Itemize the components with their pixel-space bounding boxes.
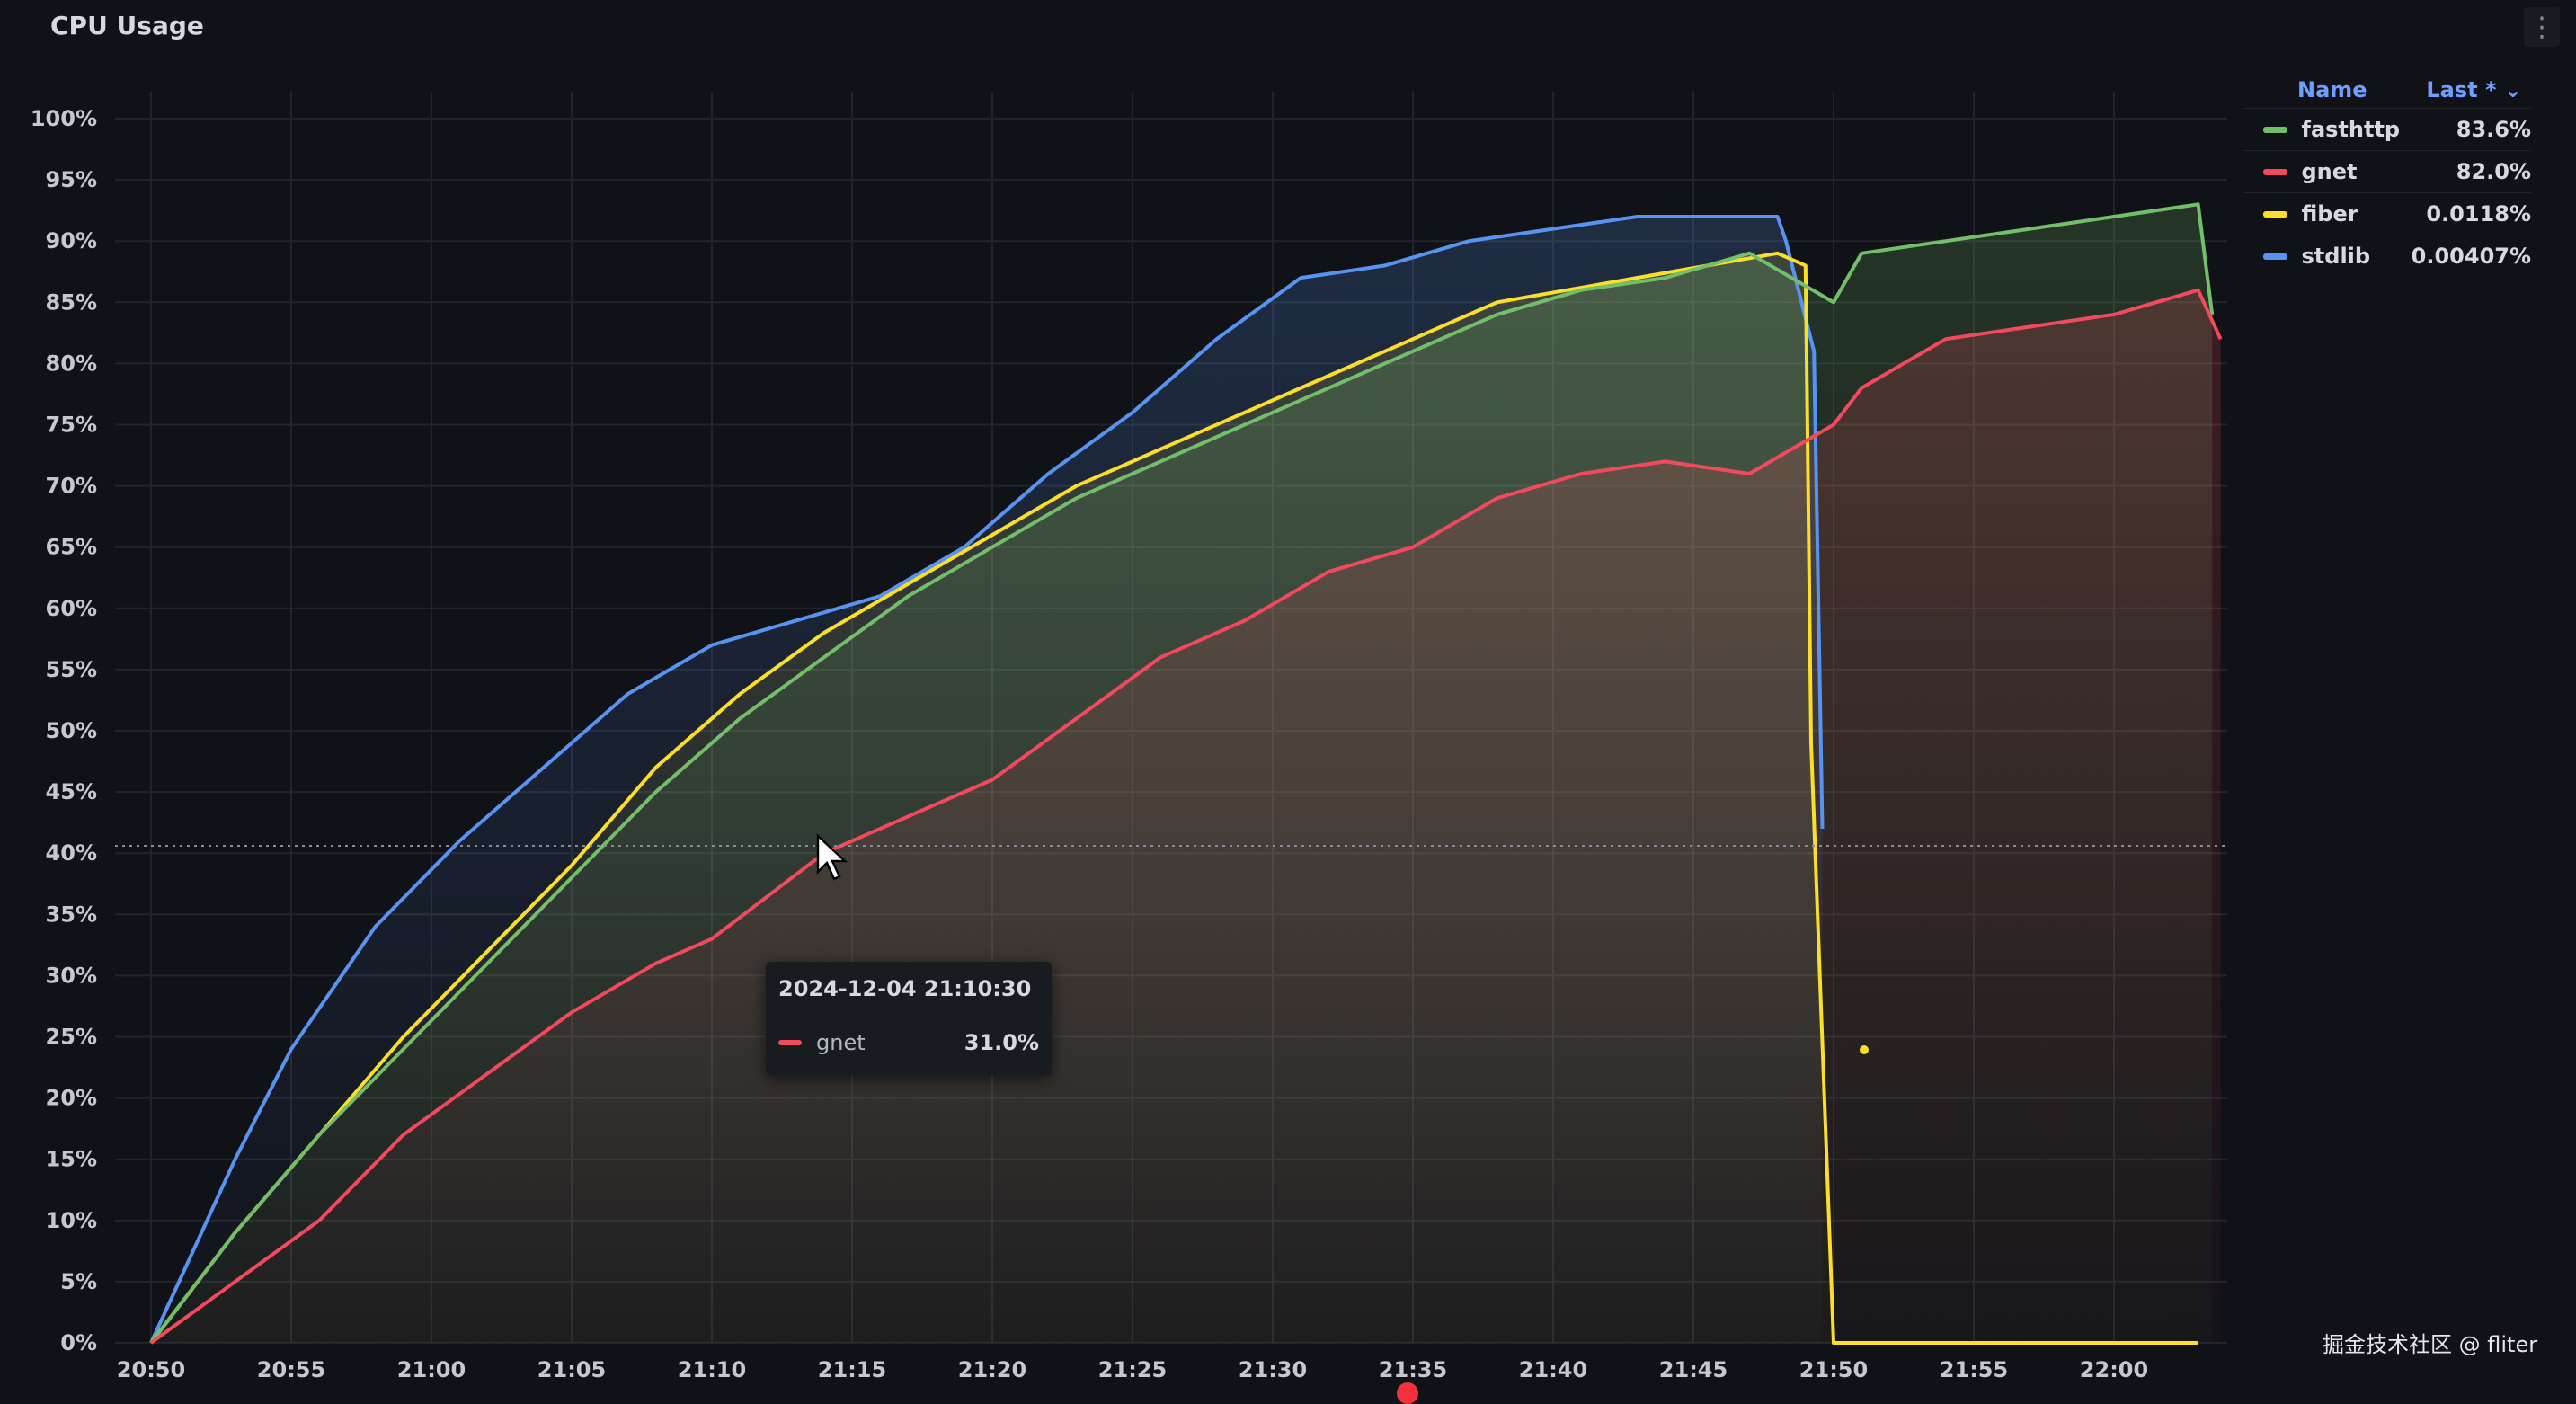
x-tick-label: 21:25 [1098, 1357, 1167, 1382]
x-tick-label: 21:50 [1799, 1357, 1868, 1382]
recording-indicator [1397, 1382, 1418, 1404]
x-tick-label: 21:10 [678, 1357, 746, 1382]
y-tick-label: 25% [46, 1025, 97, 1050]
x-tick-label: 21:15 [818, 1357, 886, 1382]
y-tick-label: 100% [31, 106, 97, 131]
x-axis: 20:50 20:55 21:00 21:05 21:10 21:15 21:20 21:25… [117, 1357, 2148, 1382]
x-tick-label: 21:40 [1519, 1357, 1587, 1382]
hover-tooltip: 2024-12-04 21:10:30 gnet 31.0% [766, 962, 1052, 1075]
y-tick-label: 80% [46, 351, 97, 376]
legend-swatch [2263, 169, 2287, 175]
y-axis: 0% 5% 10% 15% 20% 25% 30% 35% 40% 45% 50% 55% 60% 65%… [31, 106, 97, 1355]
legend-row-fiber[interactable]: fiber 0.0118% [2243, 192, 2531, 235]
y-tick-label: 20% [46, 1086, 97, 1111]
x-tick-label: 21:30 [1239, 1357, 1307, 1382]
y-tick-label: 60% [46, 596, 97, 621]
x-tick-label: 22:00 [2080, 1357, 2148, 1382]
legend-name: stdlib [2302, 244, 2404, 269]
legend-last-value: 0.0118% [2403, 201, 2531, 227]
legend-row-stdlib[interactable]: stdlib 0.00407% [2243, 235, 2531, 277]
y-tick-label: 15% [46, 1147, 97, 1172]
fiber-point [1860, 1045, 1869, 1054]
legend-row-gnet[interactable]: gnet 82.0% [2243, 150, 2531, 192]
y-tick-label: 65% [46, 535, 97, 560]
tooltip-value: 31.0% [964, 1030, 1039, 1055]
tooltip-row: gnet 31.0% [778, 1030, 1039, 1055]
y-tick-label: 95% [46, 167, 97, 192]
y-tick-label: 10% [46, 1208, 97, 1233]
y-tick-label: 50% [46, 718, 97, 743]
watermark: 掘金技术社区 @ fliter [2323, 1327, 2537, 1358]
y-tick-label: 90% [46, 228, 97, 253]
y-tick-label: 0% [60, 1330, 97, 1355]
tooltip-swatch [778, 1040, 802, 1045]
y-tick-label: 75% [46, 413, 97, 438]
x-tick-label: 21:35 [1379, 1357, 1447, 1382]
chart-areas [151, 204, 2221, 1343]
legend-swatch [2263, 253, 2287, 260]
y-tick-label: 40% [46, 840, 97, 866]
y-tick-label: 30% [46, 963, 97, 988]
legend-last-value: 82.0% [2403, 159, 2531, 184]
y-tick-label: 5% [60, 1269, 97, 1294]
legend-header-last[interactable]: Last * ⌄ [2397, 77, 2531, 102]
x-tick-label: 21:05 [537, 1357, 606, 1382]
mouse-pointer-icon [814, 832, 850, 883]
x-tick-label: 21:55 [1940, 1357, 2008, 1382]
legend-name: fasthttp [2302, 117, 2404, 142]
legend-row-fasthttp[interactable]: fasthttp 83.6% [2243, 108, 2531, 150]
legend-last-value: 0.00407% [2403, 244, 2531, 269]
x-tick-label: 20:55 [257, 1357, 325, 1382]
legend-name: fiber [2302, 201, 2404, 227]
x-tick-label: 21:00 [397, 1357, 466, 1382]
tooltip-time: 2024-12-04 21:10:30 [778, 976, 1031, 1001]
y-tick-label: 55% [46, 657, 97, 682]
legend-last-value: 83.6% [2403, 117, 2531, 142]
y-tick-label: 70% [46, 474, 97, 499]
y-tick-label: 35% [46, 902, 97, 927]
legend-swatch [2263, 127, 2287, 133]
legend-table: Name Last * ⌄ fasthttp 83.6% gnet 82.0% … [2243, 72, 2531, 277]
legend-swatch [2263, 211, 2287, 218]
y-tick-label: 45% [46, 779, 97, 804]
legend-name: gnet [2302, 159, 2404, 184]
x-tick-label: 21:20 [958, 1357, 1026, 1382]
x-tick-label: 21:45 [1659, 1357, 1728, 1382]
x-tick-label: 20:50 [117, 1357, 185, 1382]
tooltip-series: gnet [816, 1030, 964, 1055]
y-tick-label: 85% [46, 289, 97, 315]
legend-header-name[interactable]: Name [2243, 77, 2397, 102]
